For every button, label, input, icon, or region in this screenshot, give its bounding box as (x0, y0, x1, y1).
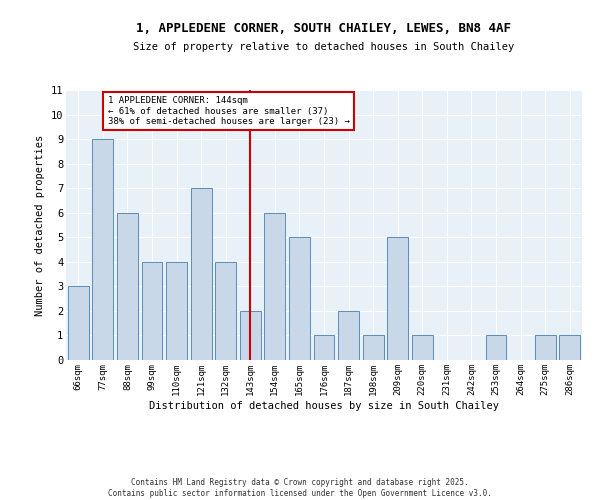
Bar (559, 336, 580, 360)
Text: Contains HM Land Registry data © Crown copyright and database right 2025.
Contai: Contains HM Land Registry data © Crown c… (108, 478, 492, 498)
Bar (92, 139, 113, 360)
Bar (412, 336, 433, 360)
Bar (117, 212, 138, 360)
Bar (68, 286, 89, 360)
Bar (362, 336, 383, 360)
Bar (314, 336, 334, 360)
Bar (240, 311, 261, 360)
Bar (215, 262, 236, 360)
Bar (289, 238, 310, 360)
Bar (338, 311, 359, 360)
Bar (166, 262, 187, 360)
X-axis label: Distribution of detached houses by size in South Chailey: Distribution of detached houses by size … (149, 400, 499, 410)
Bar (387, 238, 408, 360)
Text: 1 APPLEDENE CORNER: 144sqm
← 61% of detached houses are smaller (37)
38% of semi: 1 APPLEDENE CORNER: 144sqm ← 61% of deta… (108, 96, 350, 126)
Bar (142, 262, 163, 360)
Bar (265, 212, 286, 360)
Bar (535, 336, 556, 360)
Bar (485, 336, 506, 360)
Text: 1, APPLEDENE CORNER, SOUTH CHAILEY, LEWES, BN8 4AF: 1, APPLEDENE CORNER, SOUTH CHAILEY, LEWE… (137, 22, 511, 36)
Bar (191, 188, 212, 360)
Y-axis label: Number of detached properties: Number of detached properties (35, 134, 45, 316)
Text: Size of property relative to detached houses in South Chailey: Size of property relative to detached ho… (133, 42, 515, 52)
